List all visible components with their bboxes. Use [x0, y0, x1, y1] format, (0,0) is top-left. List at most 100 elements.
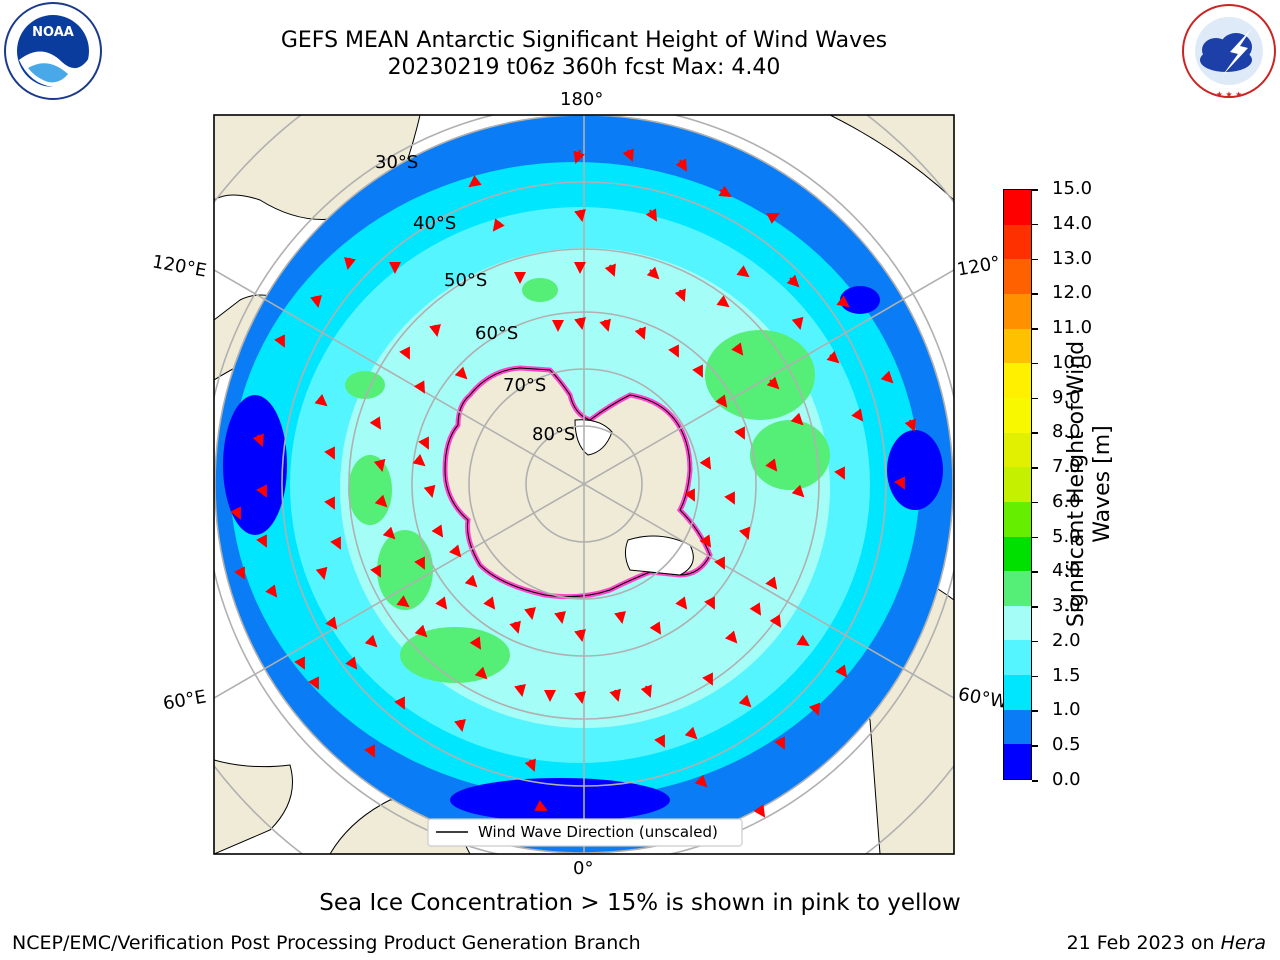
wave-arrow	[826, 350, 840, 364]
wave-arrow	[684, 488, 695, 502]
colorbar-tick-mark	[1032, 536, 1038, 539]
wave-arrow	[765, 576, 778, 590]
wave-arrow	[399, 346, 410, 360]
wave-arrow	[574, 691, 586, 704]
footer-host: Hera	[1220, 932, 1266, 954]
colorbar-bin	[1004, 259, 1031, 295]
wave-arrow	[796, 634, 810, 647]
wave-arrow	[310, 295, 322, 308]
colorbar-tick-mark	[1032, 710, 1038, 712]
colorbar-tick-label: 1.0	[1052, 699, 1081, 721]
colorbar-bin	[1004, 709, 1031, 745]
wave-arrow	[324, 446, 335, 460]
colorbar-tick-mark	[1032, 432, 1038, 434]
wave-arrow	[412, 453, 426, 467]
wave-arrow	[454, 719, 466, 732]
wave-arrow	[668, 344, 679, 358]
svg-text:★ ★ ★: ★ ★ ★	[1216, 90, 1243, 99]
colorbar-bin	[1004, 501, 1031, 537]
colorbar-title-line2: Waves [m]	[1090, 425, 1115, 543]
colorbar-tick-label: 0.5	[1052, 734, 1081, 756]
wave-arrow	[308, 676, 319, 690]
wave-arrow	[314, 393, 328, 407]
wave-height-field	[215, 115, 953, 853]
wind-wave-arrows	[230, 148, 916, 818]
wave-arrow	[674, 288, 686, 302]
wave-arrow	[766, 213, 780, 224]
wave-arrow	[718, 185, 732, 198]
wave-arrow	[344, 257, 356, 270]
wave-arrow	[294, 656, 305, 670]
lat-label-40s: 40°S	[413, 213, 457, 234]
map-frame	[213, 114, 955, 855]
colorbar-tick-label: 10.0	[1052, 351, 1093, 373]
colorbar-bin	[1004, 294, 1031, 329]
wave-arrow	[851, 408, 864, 422]
wave-arrow	[492, 218, 505, 232]
wave-arrow	[464, 574, 478, 588]
wave-arrow	[274, 334, 285, 348]
noaa-logo: NOAA	[4, 2, 102, 100]
wave-arrow	[483, 596, 496, 610]
wave-arrow	[734, 426, 745, 440]
wave-arrow	[692, 364, 703, 378]
colorbar-tick-label: 15.0	[1052, 178, 1093, 199]
colorbar-bin	[1004, 363, 1031, 398]
colorbar-tick-mark	[1032, 189, 1038, 191]
colorbar-tick-mark	[1032, 640, 1038, 643]
lat-label-70s: 70°S	[503, 375, 547, 396]
wave-arrow	[315, 566, 328, 580]
colorbar-tick-mark	[1032, 258, 1038, 261]
chart-subtitle: 20230219 t06z 360h fcst Max: 4.40	[387, 55, 781, 80]
wave-arrow	[769, 614, 782, 628]
wave-arrow	[265, 584, 278, 598]
wave-arrow	[509, 620, 521, 634]
colorbar	[1003, 189, 1032, 780]
wave-arrow	[834, 466, 845, 480]
wave-arrow	[791, 316, 804, 330]
colorbar-tick-label: 6.0	[1052, 490, 1081, 512]
colorbar-tick-mark	[1032, 293, 1038, 295]
wave-arrow	[374, 494, 388, 508]
colorbar-bin	[1004, 397, 1031, 433]
wave-arrow	[738, 694, 752, 708]
colorbar-bin	[1004, 536, 1031, 572]
wave-arrow	[423, 484, 436, 498]
wave-arrow	[369, 416, 382, 430]
wave-arrow	[574, 317, 586, 330]
wave-arrow	[454, 366, 468, 380]
wave-arrow	[835, 664, 848, 678]
wave-arrow	[614, 611, 626, 624]
wave-arrow	[714, 556, 725, 570]
wave-arrow	[514, 684, 526, 697]
wave-arrow	[640, 684, 652, 698]
footer-branch: NCEP/EMC/Verification Post Processing Pr…	[12, 932, 641, 954]
colorbar-bin	[1004, 744, 1031, 779]
wave-arrow	[394, 696, 405, 710]
wave-arrow	[414, 624, 428, 638]
colorbar-tick-label: 0.0	[1052, 769, 1081, 790]
wave-arrow	[256, 484, 267, 498]
wave-arrow	[766, 376, 780, 390]
wave-arrow	[364, 744, 375, 758]
wave-arrow	[645, 208, 658, 222]
colorbar-bin	[1004, 605, 1031, 641]
wave-arrow	[699, 456, 712, 470]
wave-arrow	[435, 596, 448, 610]
colorbar-tick-label: 8.0	[1052, 421, 1081, 443]
wave-arrow	[894, 476, 905, 490]
colorbar-tick-mark	[1032, 745, 1038, 747]
wave-arrow	[324, 496, 335, 510]
wave-arrow	[256, 534, 267, 548]
wave-arrow	[370, 564, 381, 578]
colorbar-title-line1: Significant Height of Wind	[1064, 340, 1089, 628]
wave-arrow	[364, 634, 378, 648]
wave-arrow	[753, 804, 766, 818]
colorbar-tick-mark	[1032, 328, 1038, 330]
graticule	[214, 115, 954, 854]
wave-arrow	[330, 536, 341, 550]
lat-label-50s: 50°S	[444, 270, 488, 291]
colorbar-bin	[1004, 640, 1031, 676]
nws-logo: ★ ★ ★	[1182, 4, 1276, 99]
